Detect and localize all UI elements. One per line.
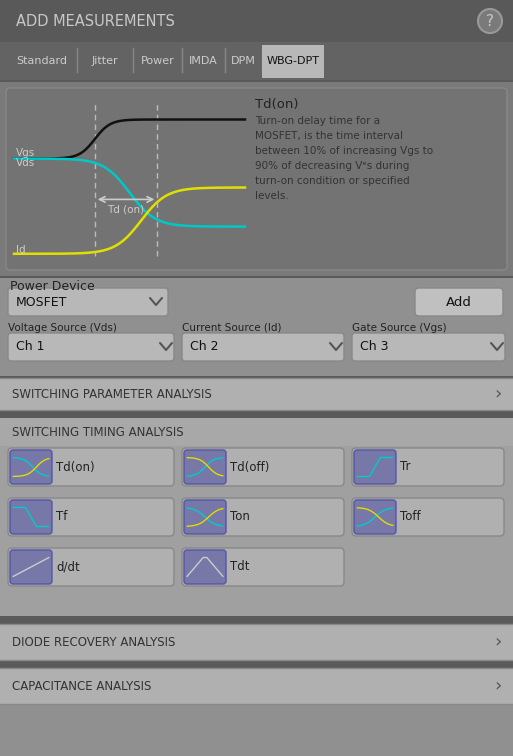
Bar: [0, 410, 513, 418]
Text: ?: ?: [486, 14, 494, 29]
Bar: [262, 45, 324, 78]
Text: IMDA: IMDA: [189, 56, 218, 66]
Text: Id: Id: [16, 245, 26, 255]
Text: levels.: levels.: [255, 191, 289, 201]
FancyBboxPatch shape: [6, 88, 507, 270]
Text: Td (on): Td (on): [107, 204, 145, 215]
FancyBboxPatch shape: [8, 448, 174, 486]
Bar: [0, 378, 513, 410]
Text: DIODE RECOVERY ANALYSIS: DIODE RECOVERY ANALYSIS: [12, 636, 175, 649]
Text: Ch 1: Ch 1: [16, 340, 45, 354]
FancyBboxPatch shape: [10, 550, 52, 584]
Text: DPM: DPM: [231, 56, 255, 66]
Text: Voltage Source (Vds): Voltage Source (Vds): [8, 323, 117, 333]
Text: Current Source (Id): Current Source (Id): [182, 323, 282, 333]
FancyBboxPatch shape: [184, 550, 226, 584]
Text: Standard: Standard: [16, 56, 68, 66]
Text: Power Device: Power Device: [10, 280, 95, 293]
Text: Toff: Toff: [400, 510, 421, 523]
Text: ›: ›: [495, 677, 502, 695]
Text: Add: Add: [446, 296, 472, 308]
Bar: [0, 0, 513, 42]
Bar: [0, 668, 513, 704]
FancyBboxPatch shape: [182, 498, 344, 536]
Text: ›: ›: [495, 633, 502, 651]
Text: Gate Source (Vgs): Gate Source (Vgs): [352, 323, 447, 333]
Text: between 10% of increasing Vɡs to: between 10% of increasing Vɡs to: [255, 146, 433, 156]
FancyBboxPatch shape: [10, 500, 52, 534]
Text: Ch 3: Ch 3: [360, 340, 388, 354]
Circle shape: [478, 9, 502, 33]
Text: Vgs: Vgs: [16, 147, 35, 157]
Text: Jitter: Jitter: [91, 56, 118, 66]
Bar: [0, 704, 513, 756]
Bar: [0, 42, 513, 80]
Text: SWITCHING TIMING ANALYSIS: SWITCHING TIMING ANALYSIS: [12, 426, 184, 438]
FancyBboxPatch shape: [352, 498, 504, 536]
Text: 90% of decreasing Vᵉs during: 90% of decreasing Vᵉs during: [255, 161, 409, 171]
FancyBboxPatch shape: [354, 500, 396, 534]
Bar: [0, 418, 513, 446]
FancyBboxPatch shape: [10, 450, 52, 484]
Text: Power: Power: [141, 56, 174, 66]
FancyBboxPatch shape: [182, 333, 344, 361]
FancyBboxPatch shape: [354, 450, 396, 484]
Text: Tdt: Tdt: [230, 560, 249, 574]
FancyBboxPatch shape: [8, 548, 174, 586]
Text: Ton: Ton: [230, 510, 250, 523]
Text: Ch 2: Ch 2: [190, 340, 219, 354]
Text: Td(off): Td(off): [230, 460, 269, 473]
FancyBboxPatch shape: [8, 288, 168, 316]
Text: WBG-DPT: WBG-DPT: [266, 56, 319, 66]
Text: Td(on): Td(on): [56, 460, 94, 473]
Text: SWITCHING PARAMETER ANALYSIS: SWITCHING PARAMETER ANALYSIS: [12, 388, 212, 401]
Text: ›: ›: [495, 385, 502, 403]
Bar: [0, 278, 513, 376]
FancyBboxPatch shape: [8, 333, 174, 361]
Bar: [0, 446, 513, 616]
Bar: [0, 624, 513, 660]
Bar: [0, 660, 513, 668]
FancyBboxPatch shape: [415, 288, 503, 316]
FancyBboxPatch shape: [352, 333, 505, 361]
Text: Tr: Tr: [400, 460, 410, 473]
Bar: [0, 616, 513, 624]
Text: Vds: Vds: [16, 157, 35, 168]
Text: Tf: Tf: [56, 510, 67, 523]
Text: MOSFET, is the time interval: MOSFET, is the time interval: [255, 131, 403, 141]
Text: ADD MEASUREMENTS: ADD MEASUREMENTS: [16, 14, 175, 29]
Text: Td(on): Td(on): [255, 98, 299, 111]
Text: Turn-on delay time for a: Turn-on delay time for a: [255, 116, 380, 126]
Text: MOSFET: MOSFET: [16, 296, 67, 308]
FancyBboxPatch shape: [184, 500, 226, 534]
FancyBboxPatch shape: [184, 450, 226, 484]
Bar: [0, 82, 513, 276]
FancyBboxPatch shape: [352, 448, 504, 486]
Text: CAPACITANCE ANALYSIS: CAPACITANCE ANALYSIS: [12, 680, 151, 692]
FancyBboxPatch shape: [182, 448, 344, 486]
FancyBboxPatch shape: [8, 498, 174, 536]
FancyBboxPatch shape: [182, 548, 344, 586]
Text: turn-on condition or specified: turn-on condition or specified: [255, 176, 409, 186]
Text: d/dt: d/dt: [56, 560, 80, 574]
